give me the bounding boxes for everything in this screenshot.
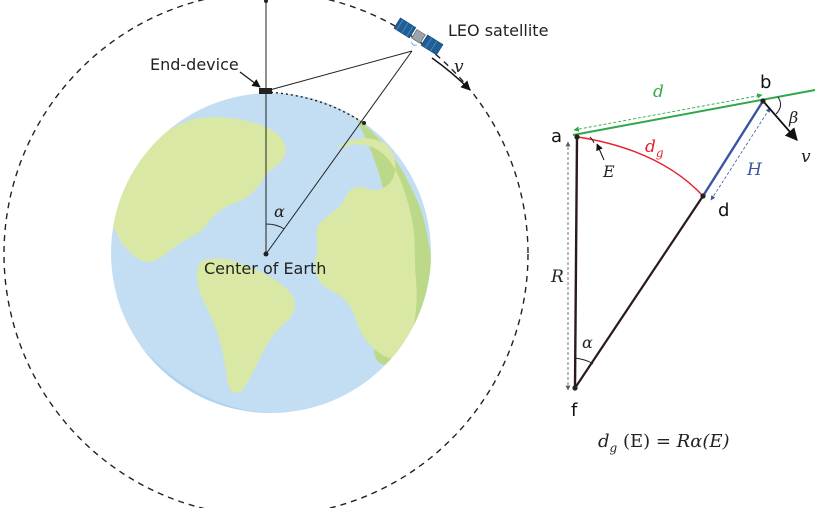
radius-label: R xyxy=(550,267,564,287)
height-indicator xyxy=(710,107,771,201)
continent-south-america xyxy=(197,258,295,393)
point-f-label: f xyxy=(571,400,578,421)
distance-indicator xyxy=(573,93,763,132)
center-label: Center of Earth xyxy=(204,259,326,278)
distance-label: d xyxy=(653,82,664,102)
point-a-label: a xyxy=(551,126,562,147)
center-to-d-line xyxy=(574,195,704,389)
device-to-satellite-line xyxy=(265,50,413,92)
velocity-label-right: v xyxy=(801,147,811,167)
satellite-label: LEO satellite xyxy=(448,21,548,40)
formula: dg (E) = Rα(E) xyxy=(598,431,730,455)
left-diagram: End-device LEO satellite v α Center of E… xyxy=(3,0,548,513)
ground-distance-label: dg xyxy=(645,137,664,160)
alpha-angle-arc xyxy=(265,223,285,230)
end-device-icon xyxy=(259,88,272,94)
satellite-velocity-label: v xyxy=(454,57,464,77)
alpha-angle-label: α xyxy=(274,202,285,221)
point-d-label: d xyxy=(718,200,729,221)
earth xyxy=(111,93,431,413)
orbit-circle xyxy=(3,0,529,513)
point-a xyxy=(574,134,580,140)
point-f xyxy=(572,385,578,391)
elevation-arc xyxy=(589,136,595,144)
height-label: H xyxy=(746,160,763,180)
end-device-label: End-device xyxy=(150,55,239,74)
point-b xyxy=(760,98,766,104)
surface-arc xyxy=(265,91,363,123)
beta-label: β xyxy=(788,108,798,127)
right-diagram: d R H dg E α β v a b d xyxy=(550,72,816,455)
elevation-pointer xyxy=(596,143,605,161)
point-b-label: b xyxy=(760,72,771,93)
surface-intersection-point xyxy=(362,121,366,125)
radius-line xyxy=(573,136,579,389)
satellite-velocity-arrow xyxy=(431,57,471,91)
zenith-point xyxy=(264,0,268,3)
velocity-arrow-right xyxy=(762,100,798,141)
satellite-icon xyxy=(393,17,444,56)
continent-africa xyxy=(314,138,417,358)
center-to-satellite-line xyxy=(265,50,413,255)
line-of-sight xyxy=(572,89,816,136)
height-line xyxy=(701,100,765,197)
continent-north-america xyxy=(111,117,286,262)
earth-center-point xyxy=(263,251,269,257)
ground-arc xyxy=(577,136,704,197)
alpha-label-right: α xyxy=(582,333,593,352)
end-device-arrow xyxy=(239,71,261,88)
beta-arc xyxy=(775,96,782,115)
alpha-arc-right xyxy=(574,357,594,365)
elevation-label: E xyxy=(602,162,615,181)
point-d xyxy=(700,193,706,199)
